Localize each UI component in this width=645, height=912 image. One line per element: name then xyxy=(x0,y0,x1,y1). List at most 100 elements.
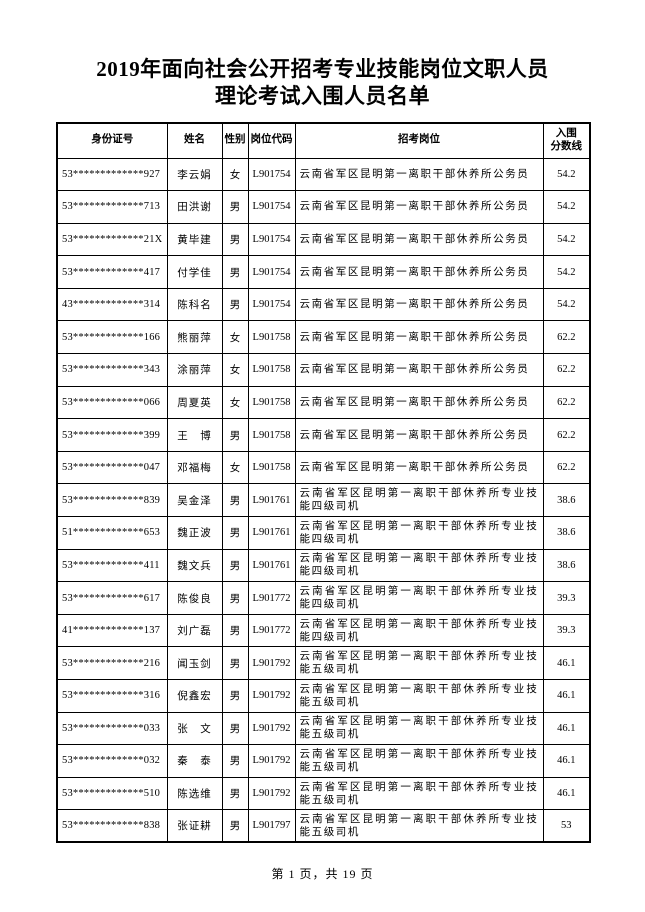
position-title-cell: 云南省军区昆明第一离职干部休养所专业技能五级司机 xyxy=(294,744,544,778)
score-cell: 46.1 xyxy=(542,776,591,811)
position-code-cell: L901758 xyxy=(247,418,296,452)
id-number-cell: 53*************399 xyxy=(56,418,168,452)
position-title-cell: 云南省军区昆明第一离职干部休养所公务员 xyxy=(294,418,544,452)
position-code-cell: L901761 xyxy=(247,516,296,550)
id-number-cell: 53*************343 xyxy=(56,353,168,387)
col-header-name: 姓名 xyxy=(166,122,223,159)
table-row: 53*************510 陈选维男 L901792 云南省军区昆明第一离职… xyxy=(56,776,591,811)
id-number-cell: 53*************066 xyxy=(56,385,168,420)
gender-cell: 男 xyxy=(221,711,249,746)
position-title-cell: 云南省军区昆明第一离职干部休养所专业技能四级司机 xyxy=(294,483,544,518)
gender-cell: 男 xyxy=(221,809,249,843)
table-row: 53*************316 倪鑫宏男 L901792 云南省军区昆明第一离职… xyxy=(56,679,591,713)
score-header-line1: 入围 xyxy=(555,128,577,140)
gender-cell: 男 xyxy=(221,287,249,322)
position-code-cell: L901792 xyxy=(247,711,296,746)
score-cell: 54.2 xyxy=(542,222,591,257)
position-code-cell: L901754 xyxy=(247,190,296,224)
col-header-score-line: 入围 分数线 xyxy=(542,122,591,159)
position-code-cell: L901772 xyxy=(247,581,296,615)
gender-cell: 男 xyxy=(221,744,249,778)
score-cell: 53 xyxy=(542,809,591,843)
position-code-cell: L901758 xyxy=(247,385,296,420)
gender-cell: 男 xyxy=(221,776,249,811)
table-row: 53*************927 李云娟女 L901754 云南省军区昆明第一离职… xyxy=(56,157,591,192)
position-title-cell: 云南省军区昆明第一离职干部休养所专业技能四级司机 xyxy=(294,516,544,550)
position-title-cell: 云南省军区昆明第一离职干部休养所公务员 xyxy=(294,255,544,289)
position-code-cell: L901792 xyxy=(247,744,296,778)
name-cell: 倪鑫宏 xyxy=(166,679,223,713)
name-cell: 周夏英 xyxy=(166,385,223,420)
table-row: 53*************21X 黄毕建男 L901754 云南省军区昆明第一离职… xyxy=(56,222,591,257)
score-cell: 62.2 xyxy=(542,353,591,387)
gender-cell: 女 xyxy=(221,353,249,387)
position-code-cell: L901754 xyxy=(247,287,296,322)
id-number-cell: 53*************713 xyxy=(56,190,168,224)
score-cell: 46.1 xyxy=(542,679,591,713)
gender-cell: 男 xyxy=(221,255,249,289)
score-cell: 46.1 xyxy=(542,744,591,778)
position-title-cell: 云南省军区昆明第一离职干部休养所专业技能五级司机 xyxy=(294,646,544,680)
table-row: 53*************032 秦 泰男 L901792 云南省军区昆明第一离职… xyxy=(56,744,591,778)
gender-cell: 男 xyxy=(221,613,249,648)
position-title-cell: 云南省军区昆明第一离职干部休养所专业技能五级司机 xyxy=(294,679,544,713)
position-title-cell: 云南省军区昆明第一离职干部休养所公务员 xyxy=(294,450,544,485)
score-cell: 39.3 xyxy=(542,581,591,615)
name-cell: 熊丽萍 xyxy=(166,320,223,355)
score-cell: 46.1 xyxy=(542,646,591,680)
name-cell: 陈选维 xyxy=(166,776,223,811)
col-header-id-number: 身份证号 xyxy=(56,122,168,159)
table-row: 53*************839 吴金泽男 L901761 云南省军区昆明第一离职… xyxy=(56,483,591,518)
score-cell: 38.6 xyxy=(542,548,591,583)
table-row: 53*************713 田洪谢男 L901754 云南省军区昆明第一离职… xyxy=(56,190,591,224)
id-number-cell: 53*************316 xyxy=(56,679,168,713)
gender-cell: 男 xyxy=(221,418,249,452)
position-code-cell: L901754 xyxy=(247,255,296,289)
table-row: 53*************399 王 博男 L901758 云南省军区昆明第一离职… xyxy=(56,418,591,452)
position-title-cell: 云南省军区昆明第一离职干部休养所专业技能四级司机 xyxy=(294,581,544,615)
id-number-cell: 53*************510 xyxy=(56,776,168,811)
position-code-cell: L901754 xyxy=(247,157,296,192)
name-cell: 王 博 xyxy=(166,418,223,452)
table-header-row: 身份证号 姓名 性别 岗位代码 招考岗位 入围 分数线 xyxy=(56,122,591,159)
name-cell: 李云娟 xyxy=(166,157,223,192)
position-title-cell: 云南省军区昆明第一离职干部休养所公务员 xyxy=(294,385,544,420)
name-cell: 邓福梅 xyxy=(166,450,223,485)
gender-cell: 女 xyxy=(221,450,249,485)
candidates-table: 身份证号 姓名 性别 岗位代码 招考岗位 入围 分数线 53**********… xyxy=(56,122,591,844)
id-number-cell: 53*************411 xyxy=(56,548,168,583)
name-cell: 陈俊良 xyxy=(166,581,223,615)
name-cell: 刘广磊 xyxy=(166,613,223,648)
name-cell: 秦 泰 xyxy=(166,744,223,778)
position-title-cell: 云南省军区昆明第一离职干部休养所公务员 xyxy=(294,320,544,355)
score-cell: 38.6 xyxy=(542,483,591,518)
id-number-cell: 53*************166 xyxy=(56,320,168,355)
position-code-cell: L901761 xyxy=(247,483,296,518)
score-cell: 62.2 xyxy=(542,320,591,355)
table-row: 53*************617 陈俊良男 L901772 云南省军区昆明第一离职… xyxy=(56,581,591,615)
score-cell: 54.2 xyxy=(542,255,591,289)
table-row: 53*************216 闻玉剑男 L901792 云南省军区昆明第一离职… xyxy=(56,646,591,680)
table-row: 53*************417 付学佳男 L901754 云南省军区昆明第一离职… xyxy=(56,255,591,289)
position-title-cell: 云南省军区昆明第一离职干部休养所公务员 xyxy=(294,287,544,322)
page-title: 2019年面向社会公开招考专业技能岗位文职人员 理论考试入围人员名单 xyxy=(0,56,645,110)
name-cell: 魏文兵 xyxy=(166,548,223,583)
table-row: 53*************033 张 文男 L901792 云南省军区昆明第一离职… xyxy=(56,711,591,746)
position-code-cell: L901792 xyxy=(247,776,296,811)
id-number-cell: 53*************047 xyxy=(56,450,168,485)
gender-cell: 男 xyxy=(221,548,249,583)
position-code-cell: L901758 xyxy=(247,353,296,387)
position-code-cell: L901792 xyxy=(247,679,296,713)
id-number-cell: 53*************838 xyxy=(56,809,168,843)
name-cell: 涂丽萍 xyxy=(166,353,223,387)
table-row: 53*************343 涂丽萍女 L901758 云南省军区昆明第一离职… xyxy=(56,353,591,387)
table-row: 53*************047 邓福梅女 L901758 云南省军区昆明第一离职… xyxy=(56,450,591,485)
id-number-cell: 53*************617 xyxy=(56,581,168,615)
table-row: 51*************653 魏正波男 L901761 云南省军区昆明第一离职… xyxy=(56,516,591,550)
score-cell: 46.1 xyxy=(542,711,591,746)
gender-cell: 女 xyxy=(221,157,249,192)
gender-cell: 男 xyxy=(221,581,249,615)
page-number: 第 1 页，共 19 页 xyxy=(271,867,374,882)
gender-cell: 男 xyxy=(221,646,249,680)
